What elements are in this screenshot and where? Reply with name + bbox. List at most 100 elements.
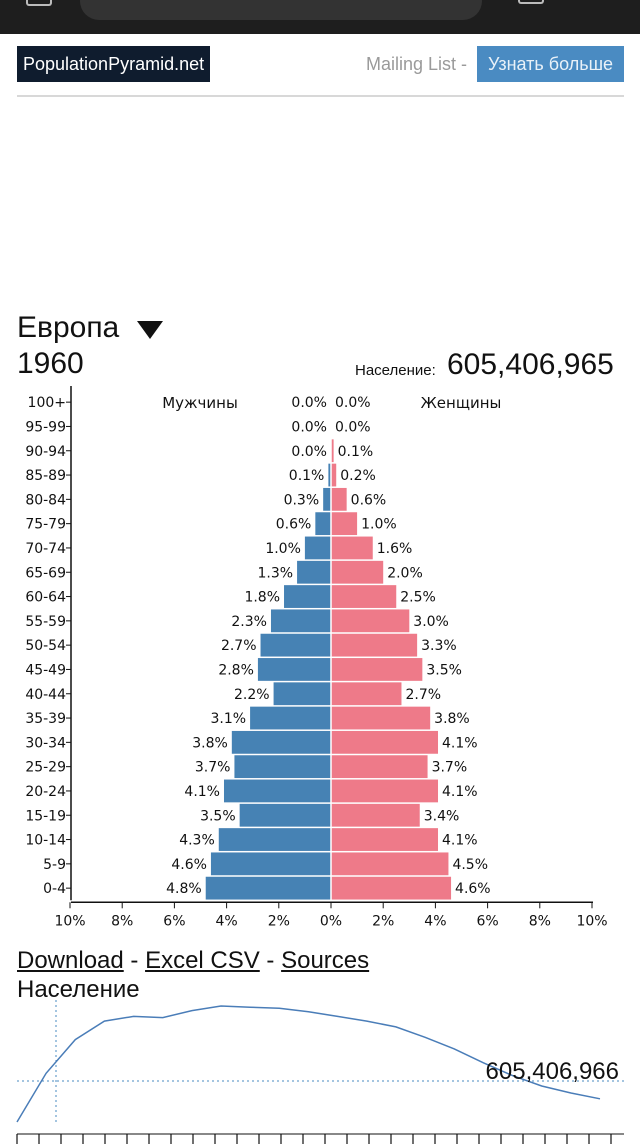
female-bar[interactable]	[331, 803, 420, 827]
male-bar[interactable]	[328, 463, 331, 487]
download-link[interactable]: Download	[17, 947, 124, 974]
male-value-label: 4.1%	[184, 784, 220, 800]
male-bar[interactable]	[239, 803, 331, 827]
male-value-label: 3.7%	[195, 760, 231, 776]
female-value-label: 3.0%	[413, 614, 449, 630]
age-group-label: 40-44	[25, 687, 66, 703]
age-group-label: 90-94	[25, 444, 66, 460]
trend-chart-title: Население	[17, 976, 140, 1003]
male-value-label: 1.0%	[265, 541, 301, 557]
female-value-label: 0.6%	[351, 492, 387, 508]
female-bar[interactable]	[331, 658, 423, 681]
age-group-label: 30-34	[25, 735, 66, 751]
x-tick-label: 4%	[424, 913, 446, 929]
female-value-label: 0.0%	[335, 395, 371, 411]
male-value-label: 2.7%	[221, 638, 257, 654]
female-value-label: 3.5%	[426, 662, 462, 678]
female-bar[interactable]	[331, 536, 373, 560]
download-icon[interactable]	[518, 0, 544, 4]
male-value-label: 1.3%	[257, 565, 293, 581]
female-value-label: 4.6%	[455, 881, 491, 897]
female-bar[interactable]	[331, 439, 334, 463]
age-group-label: 85-89	[25, 468, 66, 484]
male-bar[interactable]	[315, 512, 331, 536]
tab-icon[interactable]	[26, 0, 52, 6]
female-bar[interactable]	[331, 609, 410, 633]
x-tick-label: 6%	[163, 913, 185, 929]
population-trend-line[interactable]	[16, 1005, 601, 1123]
age-group-label: 55-59	[25, 614, 66, 630]
female-bar[interactable]	[331, 876, 452, 900]
male-bar[interactable]	[260, 633, 331, 657]
male-legend-label: Мужчины	[162, 394, 238, 412]
male-bar[interactable]	[297, 560, 331, 584]
male-bar[interactable]	[273, 682, 331, 706]
male-bar[interactable]	[270, 609, 331, 633]
male-bar[interactable]	[284, 585, 331, 608]
age-group-label: 80-84	[25, 492, 66, 508]
male-bar[interactable]	[210, 852, 331, 876]
region-dropdown-icon[interactable]	[137, 321, 163, 339]
female-bar[interactable]	[331, 585, 397, 608]
age-group-label: 15-19	[25, 808, 66, 824]
female-bar[interactable]	[331, 755, 428, 779]
male-value-label: 0.1%	[289, 468, 325, 484]
population-trend-chart[interactable]: 605,406,966	[0, 970, 640, 1144]
female-bar[interactable]	[331, 633, 418, 657]
male-bar[interactable]	[231, 730, 331, 754]
female-value-label: 1.6%	[377, 541, 413, 557]
male-value-label: 3.5%	[200, 808, 236, 824]
age-group-label: 5-9	[43, 857, 66, 873]
male-bar[interactable]	[257, 658, 331, 681]
female-value-label: 4.1%	[442, 784, 478, 800]
header-divider	[17, 95, 624, 97]
female-bar[interactable]	[331, 779, 439, 803]
male-value-label: 0.0%	[291, 395, 327, 411]
female-value-label: 4.1%	[442, 833, 478, 849]
x-tick-label: 10%	[576, 913, 607, 929]
female-value-label: 0.0%	[335, 419, 371, 435]
male-value-label: 4.8%	[166, 881, 202, 897]
male-value-label: 0.3%	[284, 492, 320, 508]
age-group-label: 45-49	[25, 662, 66, 678]
female-bar[interactable]	[331, 512, 358, 536]
address-bar[interactable]	[80, 0, 482, 20]
age-group-label: 35-39	[25, 711, 66, 727]
female-bar[interactable]	[331, 828, 439, 851]
population-value: 605,406,965	[447, 348, 614, 381]
male-bar[interactable]	[218, 828, 331, 851]
mailing-list-link[interactable]: Mailing List -	[366, 54, 468, 74]
female-bar[interactable]	[331, 852, 449, 876]
female-bar[interactable]	[331, 682, 402, 706]
male-value-label: 4.6%	[171, 857, 207, 873]
age-group-label: 60-64	[25, 590, 66, 606]
x-tick-label: 2%	[372, 913, 394, 929]
region-title[interactable]: Европа	[17, 311, 120, 344]
male-bar[interactable]	[304, 536, 331, 560]
female-bar[interactable]	[331, 706, 431, 730]
x-tick-label: 8%	[529, 913, 551, 929]
learn-more-button[interactable]: Узнать больше	[477, 46, 624, 82]
female-value-label: 2.5%	[400, 590, 436, 606]
male-bar[interactable]	[250, 706, 331, 730]
age-group-label: 50-54	[25, 638, 66, 654]
female-bar[interactable]	[331, 487, 347, 511]
female-bar[interactable]	[331, 463, 337, 487]
sources-link[interactable]: Sources	[281, 947, 370, 974]
male-value-label: 1.8%	[244, 590, 280, 606]
x-tick-label: 0%	[320, 913, 342, 929]
download-links: Download - Excel CSV - Sources	[17, 946, 369, 976]
site-logo[interactable]: PopulationPyramid.net	[17, 46, 211, 82]
male-bar[interactable]	[205, 876, 331, 900]
female-bar[interactable]	[331, 560, 384, 584]
male-value-label: 2.2%	[234, 687, 270, 703]
female-value-label: 2.7%	[405, 687, 441, 703]
male-value-label: 0.6%	[276, 517, 312, 533]
male-value-label: 0.0%	[291, 444, 327, 460]
female-bar[interactable]	[331, 730, 439, 754]
male-bar[interactable]	[223, 779, 331, 803]
browser-top-bar	[0, 0, 640, 34]
male-bar[interactable]	[323, 487, 331, 511]
excel-csv-link[interactable]: Excel CSV	[145, 947, 260, 974]
male-bar[interactable]	[234, 755, 331, 779]
